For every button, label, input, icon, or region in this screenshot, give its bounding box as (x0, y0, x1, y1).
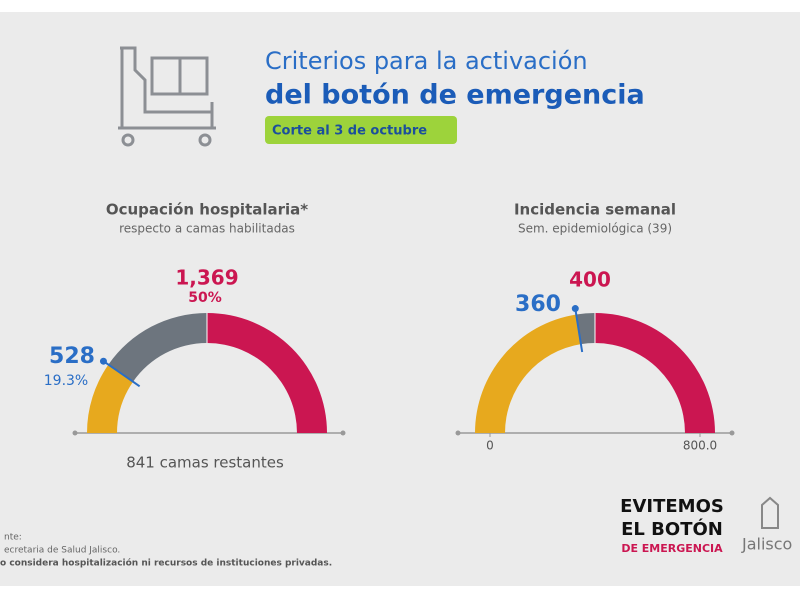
note: 841 camas restantes (126, 454, 284, 472)
bed-icon (118, 46, 216, 147)
value-percent: 19.3% (44, 373, 88, 389)
logo: EVITEMOS (620, 496, 724, 517)
gauge-segment (108, 313, 207, 382)
source: ecretaria de Salud Jalisco. (4, 546, 120, 556)
tick-label: 0 (486, 439, 494, 453)
source-label: nte: (4, 533, 22, 543)
gauge-segment (475, 314, 581, 433)
axis-dot (340, 430, 346, 436)
date-pill (265, 116, 457, 144)
gauge-segment (595, 313, 715, 433)
gauge-segment (87, 364, 134, 433)
gauge-title: Incidencia semanal (514, 201, 676, 219)
gauge-title: Ocupación hospitalaria* (106, 201, 308, 219)
axis-dot (729, 430, 735, 436)
gauge-subtitle: Sem. epidemiológica (39) (518, 222, 672, 236)
gauge-subtitle: respecto a camas habilitadas (119, 222, 295, 236)
title: Criterios para la activación (265, 47, 588, 75)
axis-dot (455, 430, 461, 436)
gauge-segment (207, 313, 327, 433)
title: del botón de emergencia (265, 80, 645, 111)
threshold-percent: 50% (188, 290, 222, 306)
logo: DE EMERGENCIA (621, 542, 723, 555)
background (0, 12, 800, 586)
tick-label: 800.0 (683, 439, 717, 453)
value-count: 528 (49, 344, 95, 369)
axis-dot (72, 430, 78, 436)
disclaimer: o considera hospitalización ni recursos … (0, 558, 332, 569)
value-count: 360 (515, 292, 561, 317)
value-marker (574, 308, 584, 353)
gauge-segment (576, 313, 595, 345)
shield-icon (761, 496, 779, 529)
value-marker-dot (571, 305, 579, 313)
logo: EL BOTÓN (621, 518, 723, 540)
threshold-value: 400 (569, 268, 611, 292)
threshold-count: 1,369 (175, 266, 238, 290)
value-marker (102, 360, 141, 388)
value-marker-dot (99, 357, 107, 365)
date: Corte al 3 de octubre (272, 124, 427, 139)
state: Jalisco (741, 535, 792, 554)
